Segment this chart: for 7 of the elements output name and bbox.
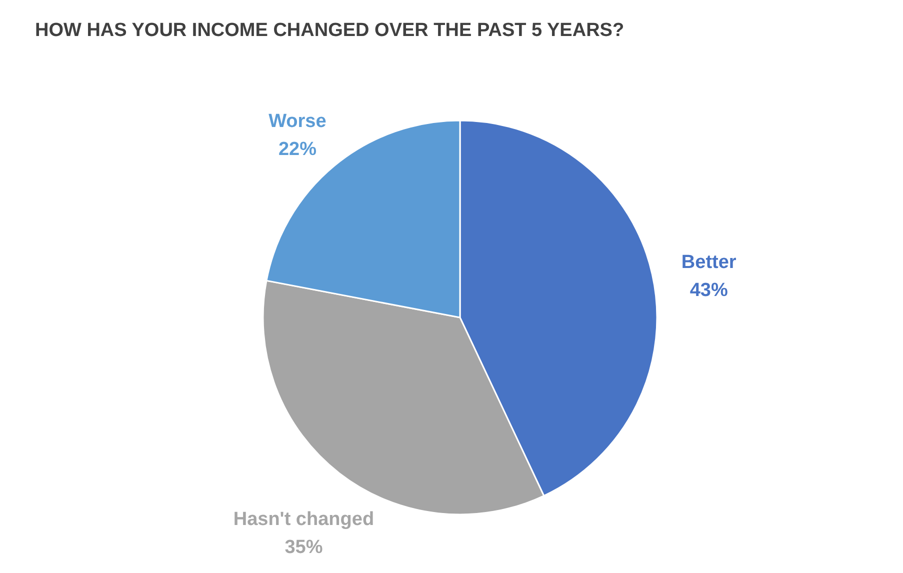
chart-title: HOW HAS YOUR INCOME CHANGED OVER THE PAST 5 YEARS? xyxy=(35,20,624,41)
slice-label: Worse xyxy=(268,111,326,132)
data-label: 22% xyxy=(278,139,317,160)
slice-label: Hasn't changed xyxy=(233,508,374,530)
data-label: 35% xyxy=(284,536,323,558)
slice-label: Better xyxy=(681,252,737,273)
data-label: 43% xyxy=(690,280,728,301)
